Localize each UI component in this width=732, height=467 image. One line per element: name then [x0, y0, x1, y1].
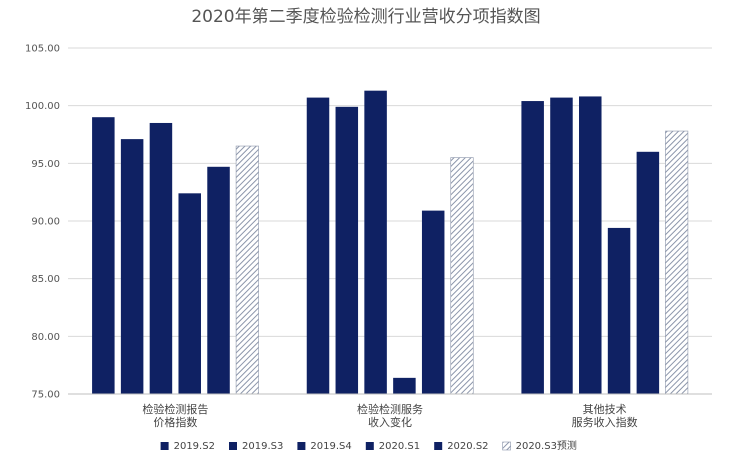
chart-title: 2020年第二季度检验检测行业营收分项指数图 [191, 7, 540, 27]
bar [607, 227, 631, 394]
bar [665, 130, 689, 395]
legend-layer: 2019.S2 2019.S3 2019.S4 2020.S1 2020.S2 2020.… [160, 439, 577, 452]
bar [149, 122, 173, 394]
legend-label: 2019.S3 [242, 441, 283, 452]
y-tick-label: 90.00 [31, 217, 60, 228]
legend-label: 2019.S2 [174, 441, 215, 452]
legend-swatch [502, 441, 511, 451]
y-tick-label: 85.00 [31, 274, 60, 285]
y-tick-label: 100.00 [25, 101, 60, 112]
bar [92, 117, 115, 394]
category-label: 检验检测服务收入变化 [357, 402, 423, 429]
legend-swatch [160, 442, 169, 450]
y-tick-label: 105.00 [25, 44, 60, 55]
axis-layer: 75.00 80.00 85.00 90.00 95.00 100.00 105.00 [25, 44, 712, 401]
category-label: 其他技术服务收入指数 [572, 403, 638, 429]
legend-swatch [229, 442, 237, 450]
legend-swatch [297, 442, 306, 450]
y-tick-label: 75.00 [31, 390, 60, 401]
bar [178, 193, 201, 394]
bar [120, 139, 144, 394]
bar [550, 97, 573, 395]
y-tick-label: 80.00 [31, 332, 60, 343]
legend-label: 2020.S3预测 [516, 439, 577, 452]
legend-label: 2020.S1 [379, 441, 420, 452]
bar [579, 96, 602, 394]
y-tick-label: 95.00 [31, 159, 60, 170]
bar [521, 101, 544, 394]
category-layer: 检验检测报告价格指数 检验检测服务收入变化 其他技术服务收入指数 [142, 402, 637, 429]
bar-layer [92, 90, 689, 395]
bar [335, 106, 359, 394]
bar [421, 210, 445, 394]
bar [235, 145, 259, 395]
bar [450, 157, 474, 395]
legend-swatch [434, 442, 443, 450]
grid-layer [68, 47, 712, 395]
bar [393, 377, 416, 394]
bar [207, 166, 230, 394]
category-label: 检验检测报告价格指数 [142, 402, 208, 429]
legend-label: 2019.S4 [310, 441, 351, 452]
bar [306, 97, 330, 395]
bar [364, 90, 387, 394]
bar [636, 151, 660, 394]
legend-swatch [365, 442, 374, 450]
legend-label: 2020.S2 [447, 441, 488, 452]
